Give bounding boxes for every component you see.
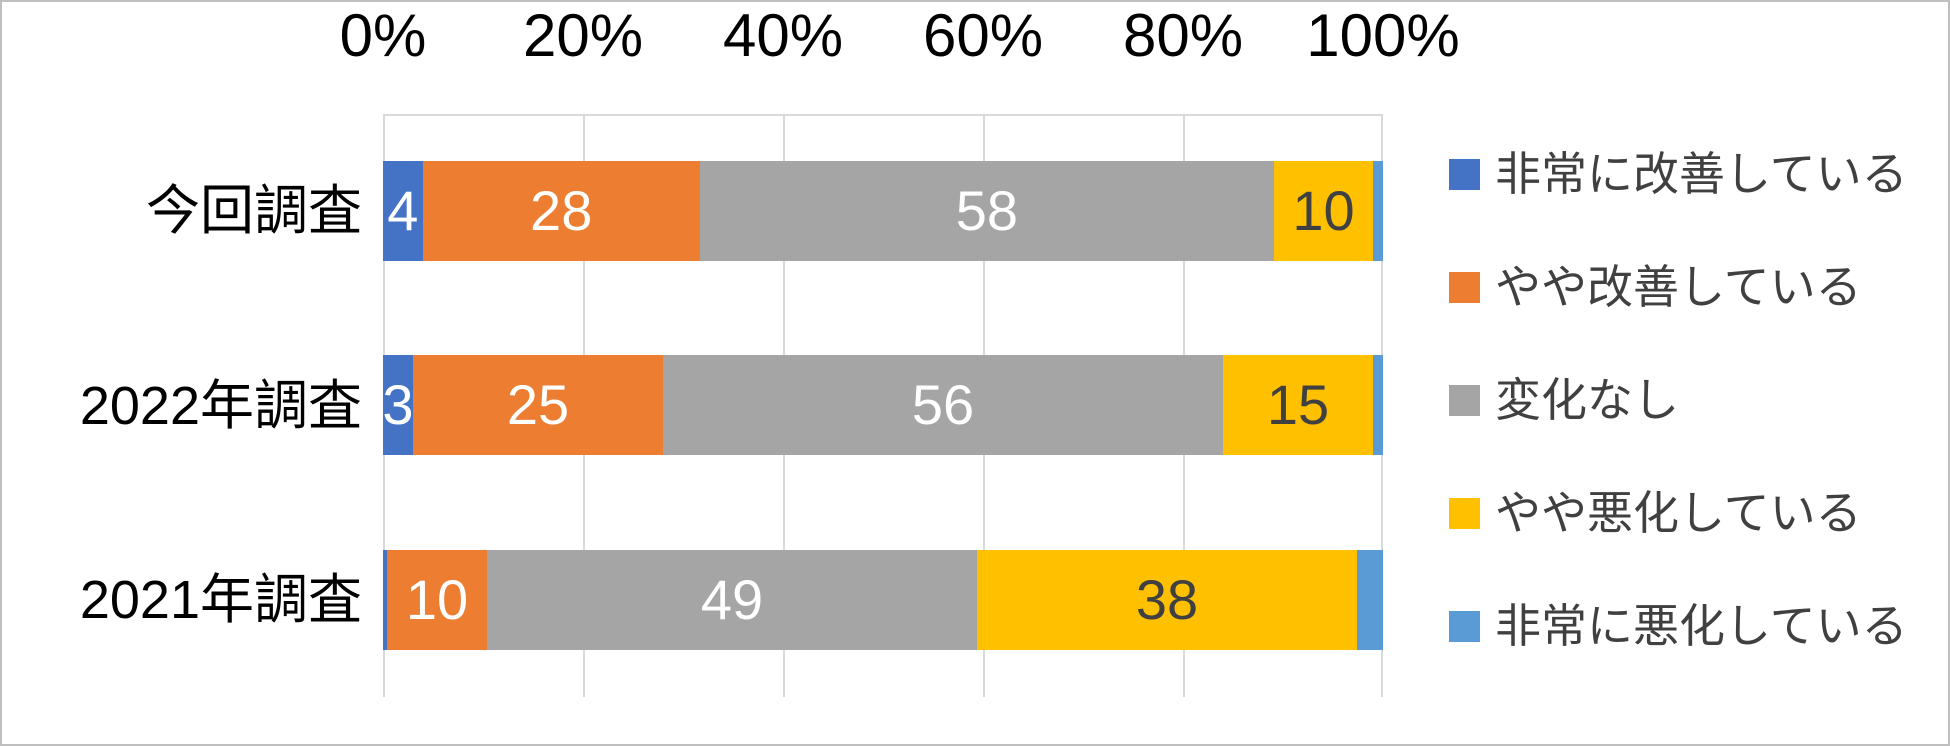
bar-segment: 58 [699, 161, 1275, 262]
bar-segment: 10 [387, 549, 487, 650]
bar-segment [1373, 355, 1383, 456]
x-tick-label: 0% [339, 2, 427, 69]
bar-segment: 49 [487, 549, 977, 650]
legend-swatch-icon [1449, 497, 1480, 529]
legend-swatch-icon [1449, 271, 1480, 303]
legend-item: 非常に悪化している [1449, 600, 1908, 652]
legend-item: やや悪化している [1449, 487, 1908, 539]
data-label: 58 [955, 179, 1019, 243]
bar-row: 4 28 58 10 [383, 114, 1383, 308]
legend-label: やや悪化している [1495, 487, 1862, 539]
legend: 非常に改善している やや改善している 変化なしやや悪化している 非常に悪化している [1449, 148, 1908, 652]
category-label: 今回調査 [146, 181, 362, 242]
bar-row: 10 49 38 [383, 503, 1383, 697]
x-tick-label: 80% [1122, 2, 1244, 69]
legend-swatch-icon [1449, 384, 1480, 416]
x-tick-label: 100% [1306, 2, 1460, 69]
legend-item: 非常に改善している [1449, 148, 1908, 200]
data-label: 56 [911, 373, 975, 437]
stacked-bar: 4 28 58 10 [383, 161, 1383, 262]
x-tick-label: 40% [722, 2, 844, 69]
bar-segment: 3 [382, 355, 414, 456]
legend-item: やや改善している [1449, 261, 1908, 313]
data-label: 38 [1135, 567, 1199, 631]
bar-segment: 28 [422, 161, 700, 262]
data-label: 10 [405, 567, 469, 631]
legend-swatch-icon [1449, 610, 1480, 642]
data-label: 15 [1266, 373, 1330, 437]
bar-segment: 25 [413, 355, 663, 456]
stacked-bar: 3 25 56 15 [382, 355, 1383, 456]
bar-segment [1373, 161, 1383, 262]
legend-swatch-icon [1449, 158, 1480, 190]
legend-label: 非常に改善している [1495, 148, 1908, 200]
stacked-bar: 10 49 38 [383, 549, 1383, 650]
data-label: 25 [506, 373, 570, 437]
x-tick-label: 60% [922, 2, 1044, 69]
data-label: 10 [1292, 179, 1355, 243]
legend-label: やや改善している [1495, 261, 1862, 313]
bar-segment: 10 [1274, 161, 1374, 262]
plot-area: 4 28 58 10 3 25 56 15 10 49 38 [382, 114, 1383, 697]
bar-segment: 56 [663, 355, 1223, 456]
legend-label: 変化なし [1495, 374, 1679, 426]
data-label: 28 [530, 179, 593, 243]
data-label: 4 [387, 179, 419, 243]
data-label: 49 [700, 567, 764, 631]
bar-row: 3 25 56 15 [382, 308, 1383, 502]
data-label: 3 [382, 373, 414, 437]
legend-label: 非常に悪化している [1495, 600, 1908, 652]
legend-item: 変化なし [1449, 374, 1908, 426]
category-label: 2022年調査 [79, 375, 362, 436]
bar-segment: 4 [383, 161, 423, 262]
category-label: 2021年調査 [79, 569, 362, 630]
bar-segment: 38 [977, 549, 1357, 650]
bar-segment [383, 549, 387, 650]
plot-top-border [383, 114, 1383, 116]
bar-segment [1357, 549, 1383, 650]
x-tick-label: 20% [522, 2, 644, 69]
bar-segment: 15 [1223, 355, 1373, 456]
